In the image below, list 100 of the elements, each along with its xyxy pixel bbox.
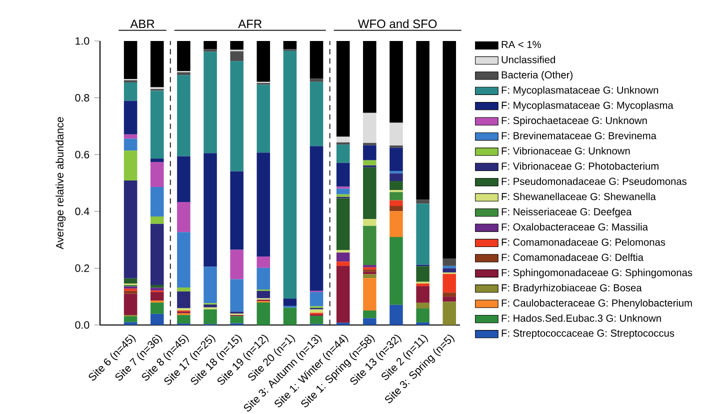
bar: [363, 219, 376, 226]
bar: [442, 258, 456, 266]
bar: [150, 292, 164, 301]
bar: [283, 50, 297, 299]
bar: [124, 322, 138, 325]
bar: [336, 194, 350, 197]
bar: [336, 40, 350, 137]
bar: [204, 52, 217, 154]
bar: [416, 286, 430, 303]
bar: [336, 188, 350, 194]
legend-label: F: Hados.Sed.Eubac.3 G: Unknown: [502, 314, 661, 322]
bar: [390, 211, 403, 237]
bar: [363, 160, 376, 166]
bar: [336, 266, 350, 323]
bar: [230, 316, 244, 324]
y-tick-label: 0.0: [75, 321, 90, 329]
bar: [150, 186, 164, 217]
legend-label: Bacteria (Other): [502, 71, 572, 80]
legend-label: F: Mycoplasmataceae G: Unknown: [502, 86, 658, 96]
bar: [124, 40, 138, 80]
bar: [336, 250, 350, 253]
legend-label: F: Caulobacteraceae G: Phenylobacterium: [502, 299, 692, 309]
bar: [177, 291, 190, 308]
bar: [336, 252, 350, 262]
bar: [256, 40, 270, 82]
bar: [177, 156, 190, 202]
legend-label: F: Pseudomonadaceae G: Pseudomonas: [502, 177, 687, 185]
bar: [416, 284, 430, 286]
bar: [442, 302, 456, 325]
bar: [442, 292, 456, 297]
bar: [390, 206, 403, 212]
legend-label: F: Comamonadaceae G: Pelomonas: [502, 238, 666, 246]
bar: [390, 148, 403, 172]
bar: [310, 82, 324, 146]
bar: [230, 279, 244, 312]
bar: [177, 288, 190, 292]
y-tick-label: 0.8: [75, 94, 90, 102]
bar: [124, 180, 138, 278]
bar: [150, 90, 164, 159]
bar: [256, 268, 270, 290]
bar: [150, 302, 164, 314]
bar: [124, 294, 138, 316]
legend-label: F: Vibrionaceae G: Photobacterium: [502, 162, 658, 170]
bar: [256, 84, 270, 153]
bar: [150, 162, 164, 187]
bar: [204, 49, 217, 52]
bar: [336, 144, 350, 163]
y-tick-label: 0.2: [75, 264, 90, 272]
bar: [204, 40, 217, 50]
bar: [124, 134, 138, 139]
bar: [390, 181, 403, 190]
bar: [416, 308, 430, 322]
bar: [204, 309, 217, 324]
legend-label: F: Brevinemataceae G: Brevinema: [502, 132, 656, 140]
bar: [177, 75, 190, 156]
y-tick-label: 0.4: [75, 208, 90, 216]
legend-label: F: Oxalobacteraceae G: Massilia: [502, 223, 648, 231]
bar: [256, 290, 270, 298]
bar: [390, 200, 403, 206]
bar: [416, 204, 430, 265]
legend-label: F: Spirochaetaceae G: Unknown: [502, 116, 647, 126]
bar: [363, 112, 376, 143]
bar: [204, 153, 217, 267]
bar: [230, 61, 244, 172]
bar: [177, 308, 190, 311]
bar: [363, 40, 376, 113]
bar: [177, 72, 190, 76]
bar: [124, 150, 138, 180]
bar: [390, 236, 403, 305]
legend-label: F: Comamonadaceae G: Delftia: [502, 254, 644, 261]
bar: [230, 250, 244, 280]
bar: [310, 292, 324, 306]
bar: [363, 274, 376, 278]
legend-label: Unclassified: [502, 56, 555, 64]
bar: [204, 304, 217, 308]
text: WFO and SFO: [358, 19, 437, 28]
bar: [177, 315, 190, 324]
bar: [363, 145, 376, 160]
legend-label: RA < 1%: [502, 40, 541, 48]
bar: [150, 314, 164, 325]
bar: [177, 232, 190, 288]
bar: [363, 167, 376, 220]
bar: [310, 78, 324, 82]
bar: [363, 226, 376, 266]
bar: [442, 40, 456, 259]
y-axis-title: Average relative abundance: [56, 117, 66, 250]
bar: [230, 171, 244, 250]
y-tick-label: 1.0: [76, 37, 90, 45]
bar: [336, 162, 350, 187]
bar: [124, 82, 138, 101]
bar: [124, 278, 138, 284]
bar: [390, 173, 403, 182]
bar: [230, 51, 244, 62]
bar: [442, 274, 456, 293]
bar: [310, 146, 324, 291]
text: ABR: [130, 20, 154, 28]
legend-label: F: Shewanellaceae G: Shewanella: [502, 192, 656, 200]
bar: [416, 302, 430, 309]
bar: [416, 266, 430, 282]
bar: [310, 316, 324, 324]
